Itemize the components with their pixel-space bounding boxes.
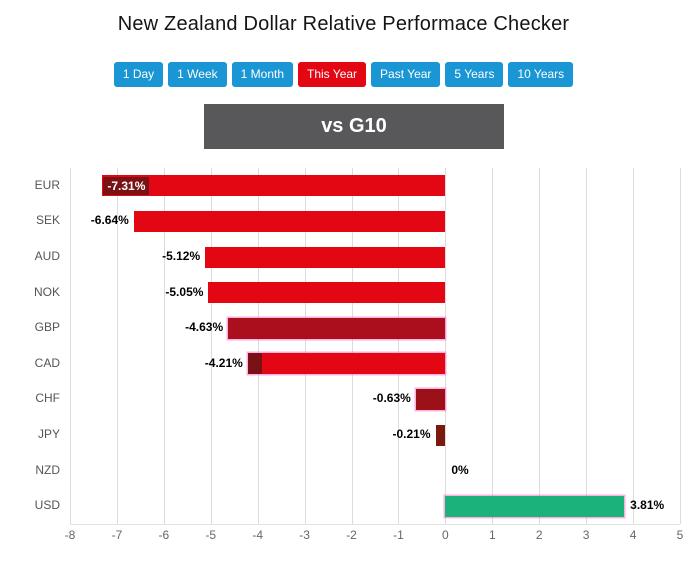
- value-label-nok: -5.05%: [165, 284, 204, 299]
- gridline: [116, 168, 118, 524]
- page-title: New Zealand Dollar Relative Performace C…: [117, 13, 570, 35]
- gridline: [304, 168, 306, 524]
- value-label-chf: -0.63%: [372, 391, 411, 406]
- x-tick-label: 2: [535, 528, 543, 542]
- x-tick-label: -3: [299, 528, 310, 542]
- tab-past-year[interactable]: Past Year: [371, 62, 441, 88]
- gridline: [680, 168, 681, 524]
- gridline: [492, 168, 494, 524]
- bar-chf[interactable]: [415, 388, 446, 410]
- x-tick-label: -8: [64, 528, 76, 542]
- bar-gbp[interactable]: [228, 317, 446, 339]
- value-label-usd: 3.81%: [630, 498, 665, 513]
- x-tick-label: -2: [346, 528, 357, 542]
- value-label-eur: -7.31%: [103, 176, 150, 195]
- x-tick-label: 4: [629, 528, 637, 542]
- gridline: [586, 168, 588, 524]
- gridline: [351, 168, 353, 524]
- bar-cap: [247, 353, 262, 375]
- category-label-cad: CAD: [34, 355, 60, 370]
- plot-area: -7.31% -6.64% -5.12% -5.05% -4.63% -4.21% -0.6…: [70, 168, 681, 525]
- gridline: [210, 168, 212, 524]
- category-label-aud: AUD: [34, 249, 60, 263]
- time-range-tabs: 1 Day 1 Week 1 Month This Year Past Year 5 Ye…: [0, 62, 687, 88]
- tab-1-week[interactable]: 1 Week: [168, 62, 227, 88]
- bar-sek[interactable]: [133, 210, 446, 232]
- gridline: [539, 168, 541, 524]
- tab-this-year[interactable]: This Year: [298, 62, 367, 88]
- tab-10-years[interactable]: 10 Years: [508, 62, 574, 88]
- gridline: [70, 168, 71, 524]
- value-label-jpy: -0.21%: [392, 427, 431, 441]
- bar-cad[interactable]: [247, 353, 446, 375]
- x-axis-labels: -8 -7 -6 -5 -4 -3 -2 -1 0 1 2 3 4 5: [65, 528, 684, 548]
- tab-5-years[interactable]: 5 Years: [445, 62, 504, 88]
- category-label-chf: CHF: [35, 391, 60, 406]
- gridline: [398, 168, 400, 524]
- bar-jpy[interactable]: [435, 424, 446, 446]
- bar-nok[interactable]: [208, 282, 446, 304]
- x-tick-label: 1: [488, 528, 496, 542]
- value-label-sek: -6.64%: [90, 213, 129, 228]
- value-label-gbp: -4.63%: [185, 320, 224, 335]
- bar-chart: EUR SEK AUD NOK GBP CAD CHF JPY NZD USD -7.31% -6.…: [0, 168, 687, 560]
- y-axis-labels: EUR SEK AUD NOK GBP CAD CHF JPY NZD USD: [0, 168, 64, 524]
- tab-1-month[interactable]: 1 Month: [231, 62, 293, 88]
- gridline: [445, 168, 447, 524]
- gridline: [257, 168, 259, 524]
- category-label-eur: EUR: [34, 177, 60, 192]
- x-tick-label: -6: [158, 528, 170, 542]
- category-label-nok: NOK: [33, 284, 60, 299]
- value-label-aud: -5.12%: [162, 249, 201, 263]
- category-label-usd: USD: [34, 498, 60, 513]
- x-tick-label: 5: [676, 528, 684, 542]
- x-tick-label: 0: [442, 528, 449, 542]
- vs-g10-banner: vs G10: [204, 104, 504, 149]
- gridline: [633, 168, 635, 524]
- x-tick-label: -4: [252, 528, 264, 542]
- category-label-nzd: NZD: [35, 462, 60, 477]
- bar-aud[interactable]: [205, 246, 446, 268]
- bar-usd[interactable]: [445, 495, 625, 517]
- category-label-gbp: GBP: [34, 320, 60, 335]
- value-label-cad: -4.21%: [204, 355, 243, 370]
- tab-1-day[interactable]: 1 Day: [113, 62, 164, 88]
- gridline: [163, 168, 165, 524]
- value-label-nzd: 0%: [451, 462, 469, 477]
- category-label-jpy: JPY: [37, 427, 60, 441]
- x-tick-label: -7: [111, 528, 123, 542]
- category-label-sek: SEK: [35, 213, 60, 228]
- x-tick-label: -5: [205, 528, 217, 542]
- x-tick-label: 3: [582, 528, 590, 542]
- bar-eur[interactable]: [102, 175, 446, 197]
- x-tick-label: -1: [393, 528, 404, 542]
